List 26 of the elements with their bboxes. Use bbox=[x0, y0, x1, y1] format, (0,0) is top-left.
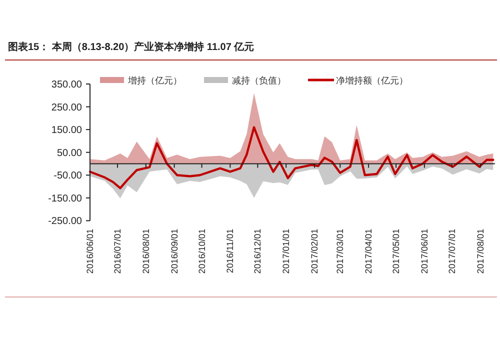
y-tick-label: -250.00 bbox=[48, 216, 82, 228]
legend-label: 减持（负值） bbox=[232, 76, 286, 86]
chart-title: 图表15： 本周（8.13-8.20）产业资本净增持 11.07 亿元 bbox=[8, 41, 254, 53]
x-tick-label: 2017/01/01 bbox=[281, 228, 292, 274]
x-tick-label: 2017/07/01 bbox=[446, 228, 457, 274]
y-tick-label: -150.00 bbox=[48, 193, 82, 204]
legend-label: 净增持额（亿元） bbox=[336, 76, 408, 86]
legend-label: 增持（亿元） bbox=[127, 76, 182, 86]
y-tick-label: 50.00 bbox=[56, 148, 82, 159]
x-tick-label: 2017/02/01 bbox=[309, 228, 320, 274]
x-tick-label: 2016/08/01 bbox=[140, 228, 151, 274]
x-tick-label: 2017/08/01 bbox=[475, 228, 486, 274]
y-tick-label: -50.00 bbox=[54, 170, 82, 182]
x-tick-label: 2016/12/01 bbox=[252, 228, 263, 274]
x-tick-label: 2016/10/01 bbox=[196, 228, 207, 274]
x-tick-label: 2016/06/01 bbox=[85, 228, 95, 274]
x-tick-label: 2017/05/01 bbox=[391, 228, 402, 274]
y-tick-label: 150.00 bbox=[51, 125, 82, 136]
x-tick-label: 2016/07/01 bbox=[112, 228, 122, 274]
x-tick-label: 2017/03/01 bbox=[335, 228, 346, 274]
y-tick-label: 250.00 bbox=[51, 102, 82, 114]
x-tick-label: 2016/09/01 bbox=[169, 228, 180, 274]
x-tick-label: 2017/04/01 bbox=[364, 228, 374, 274]
x-tick-label: 2017/06/01 bbox=[419, 228, 430, 274]
x-tick-label: 2016/11/01 bbox=[225, 228, 236, 274]
y-tick-label: 350.00 bbox=[51, 80, 82, 90]
